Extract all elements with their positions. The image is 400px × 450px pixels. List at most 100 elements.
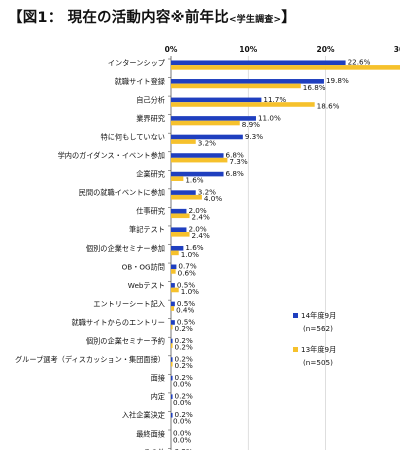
data-label-13: 0.2% xyxy=(175,324,193,333)
category-label: その他 xyxy=(143,448,165,450)
bar-13 xyxy=(171,232,190,237)
chart-title-end: 】 xyxy=(281,10,296,26)
data-label-13: 0.0% xyxy=(173,398,191,407)
bar-13 xyxy=(171,306,175,311)
bar-14 xyxy=(171,171,224,177)
data-label-13: 0.0% xyxy=(173,435,191,444)
data-label-13: 1.6% xyxy=(185,176,203,185)
category-label: 筆記テスト xyxy=(129,225,165,234)
bar-14 xyxy=(171,301,175,307)
category-label: 仕事研究 xyxy=(136,207,165,216)
bar-13 xyxy=(171,269,176,274)
category-label: 自己分析 xyxy=(136,95,165,104)
category-label: 面接 xyxy=(151,374,165,383)
legend-swatch xyxy=(293,313,298,318)
category-label: 就職サイトからのエントリー xyxy=(72,318,165,327)
data-label-13: 16.8% xyxy=(303,83,326,92)
bar-14 xyxy=(171,116,256,121)
bar-14 xyxy=(171,320,175,325)
data-label-13: 0.0% xyxy=(173,380,191,389)
x-tick-label: 30% xyxy=(394,45,400,54)
chart-title-sub: <学生調査> xyxy=(228,15,282,25)
data-label-14: 2.0% xyxy=(188,206,206,215)
bar-13 xyxy=(171,194,202,200)
chart-title-main: 【図1： 現在の活動内容※前年比 xyxy=(8,10,229,26)
data-label-14: 11.0% xyxy=(258,113,281,122)
bar-13 xyxy=(171,361,173,367)
bar-13 xyxy=(171,102,315,107)
data-label-13: 0.4% xyxy=(176,305,194,314)
category-label: 業界研究 xyxy=(136,114,165,123)
data-label-14: 0.5% xyxy=(177,299,195,308)
category-label: 入社企業決定 xyxy=(122,411,165,420)
bar-14 xyxy=(171,375,173,381)
data-label-14: 0.0% xyxy=(173,429,191,438)
data-label-14: 0.5% xyxy=(177,280,195,289)
bar-13 xyxy=(171,83,301,89)
bar-14 xyxy=(171,153,224,158)
bar-14 xyxy=(171,245,184,251)
data-label-14: 0.2% xyxy=(175,447,193,450)
bar-13 xyxy=(171,120,240,126)
legend-note: (n=505) xyxy=(303,358,333,367)
bar-13 xyxy=(171,65,400,70)
data-label-13: 2.4% xyxy=(192,213,210,222)
data-label-14: 0.2% xyxy=(175,336,193,345)
data-label-14: 11.7% xyxy=(263,95,286,104)
data-label-14: 22.6% xyxy=(348,58,371,67)
chart-title: 【図1： 現在の活動内容※前年比<学生調査>】 xyxy=(8,6,296,27)
data-label-14: 6.8% xyxy=(226,150,244,159)
data-label-13: 1.0% xyxy=(181,287,199,296)
category-label: 個別の企業セミナー予約 xyxy=(86,337,165,346)
category-label: 民間の就職イベントに参加 xyxy=(79,188,165,197)
bar-13 xyxy=(171,176,184,181)
data-label-13: 2.4% xyxy=(192,231,210,240)
bar-13 xyxy=(171,139,196,144)
category-label: 内定 xyxy=(151,392,165,401)
legend-name: 13年度9月 xyxy=(301,345,336,354)
category-label: Webテスト xyxy=(128,281,165,290)
data-label-14: 0.7% xyxy=(178,262,196,271)
data-label-14: 0.5% xyxy=(177,317,195,326)
data-label-13: 7.3% xyxy=(229,157,247,166)
data-label-13: 3.2% xyxy=(198,138,216,147)
data-label-13: 0.6% xyxy=(178,268,196,277)
data-label-13: 18.6% xyxy=(317,101,340,110)
bar-14 xyxy=(171,357,173,362)
data-label-14: 19.8% xyxy=(326,76,349,85)
bar-13 xyxy=(171,324,173,330)
bar-14 xyxy=(171,208,187,214)
category-label: 就職サイト登録 xyxy=(115,77,165,86)
category-label: 学内のガイダンス・イベント参加 xyxy=(58,151,165,160)
bar-13 xyxy=(171,250,179,256)
category-label: 個別の企業セミナー参加 xyxy=(86,244,165,253)
category-label: 企業研究 xyxy=(136,170,165,179)
category-label: OB・OG訪問 xyxy=(122,262,165,271)
data-label-13: 0.2% xyxy=(175,361,193,370)
data-label-14: 0.2% xyxy=(175,410,193,419)
x-tick-label: 20% xyxy=(317,45,335,54)
data-label-13: 8.9% xyxy=(242,120,260,129)
bar-14 xyxy=(171,79,324,84)
bar-14 xyxy=(171,134,243,140)
category-label: エントリーシート記入 xyxy=(93,299,165,308)
bar-13 xyxy=(171,287,179,293)
data-label-14: 3.2% xyxy=(198,188,216,197)
data-label-14: 6.8% xyxy=(226,169,244,178)
category-label: 特に何もしていない xyxy=(101,132,165,141)
data-label-13: 0.2% xyxy=(175,343,193,352)
data-label-13: 4.0% xyxy=(204,194,222,203)
data-label-14: 1.6% xyxy=(185,243,203,252)
bar-14 xyxy=(171,190,196,195)
bar-14 xyxy=(171,227,187,233)
legend-note: (n=562) xyxy=(303,324,333,333)
bar-14 xyxy=(171,394,173,399)
bar-14 xyxy=(171,338,173,344)
x-tick-label: 0% xyxy=(165,45,178,54)
data-label-13: 1.0% xyxy=(181,250,199,259)
bar-14 xyxy=(171,60,346,66)
bar-13 xyxy=(171,157,228,163)
bar-13 xyxy=(171,213,190,219)
data-label-14: 2.0% xyxy=(188,225,206,234)
